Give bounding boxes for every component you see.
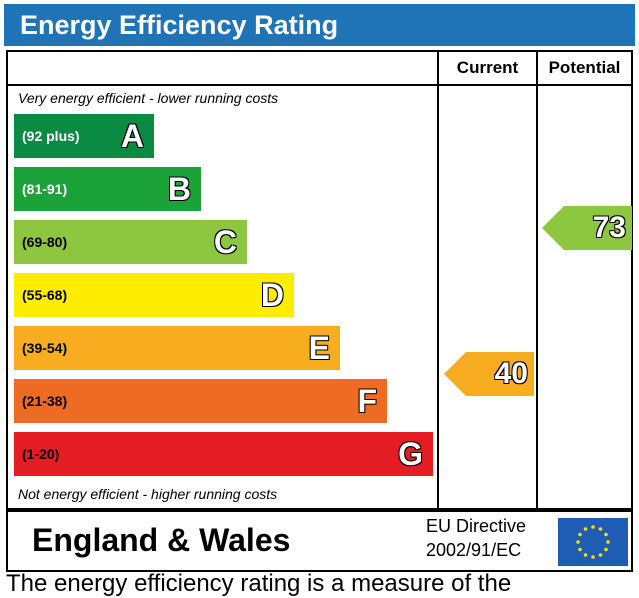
band-range-label: (92 plus)	[22, 128, 80, 144]
eu-star	[583, 553, 588, 557]
current-column-divider	[437, 52, 439, 510]
eu-star	[578, 532, 582, 537]
band-range-label: (39-54)	[22, 340, 68, 356]
band-range-label: (69-80)	[22, 234, 68, 250]
band-letter-label: B	[167, 171, 191, 207]
eu-star	[583, 527, 588, 531]
eu-star	[598, 553, 603, 557]
eu-flag-icon	[558, 518, 628, 566]
potential-rating-arrow: 73	[542, 206, 632, 250]
eu-star	[606, 540, 610, 544]
potential-column-header: Potential	[548, 58, 621, 77]
band-range-label: (81-91)	[22, 181, 68, 197]
eu-star	[604, 547, 608, 552]
top-caption: Very energy efficient - lower running co…	[18, 90, 279, 106]
band-letter-label: E	[308, 330, 330, 366]
eu-star	[591, 555, 595, 559]
eu-directive: EU Directive 2002/91/EC	[426, 514, 526, 562]
eu-directive-line1: EU Directive	[426, 516, 527, 536]
bottom-caption: Not energy efficient - higher running co…	[18, 486, 278, 502]
footnote: The energy efficiency rating is a measur…	[6, 570, 512, 597]
eu-directive-line2: 2002/91/EC	[426, 540, 522, 560]
band-a: (92 plus) A	[14, 114, 154, 158]
band-g: (1-20) G	[14, 432, 433, 476]
band-range-label: (1-20)	[22, 446, 60, 462]
potential-rating-arrow-shape	[542, 206, 632, 250]
band-e: (39-54) E	[14, 326, 340, 370]
eu-star	[576, 540, 580, 544]
footer: England & Wales EU Directive 2002/91/EC	[6, 512, 633, 572]
band-f: (21-38) F	[14, 379, 387, 423]
header-divider	[8, 84, 631, 86]
band-letter-label: D	[260, 277, 284, 313]
chart-title: Energy Efficiency Rating	[4, 4, 635, 46]
band-letter-label: F	[357, 383, 377, 419]
current-rating-arrow-shape	[444, 352, 534, 396]
current-rating-arrow-value: 40	[494, 357, 528, 390]
potential-rating-arrow-value: 73	[592, 211, 626, 244]
eu-star	[604, 532, 608, 537]
band-d: (55-68) D	[14, 273, 294, 317]
rating-table: Current Potential Very energy efficient …	[6, 50, 633, 512]
eu-star	[578, 547, 582, 552]
band-range-label: (55-68)	[22, 287, 68, 303]
band-range-label: (21-38)	[22, 393, 68, 409]
band-letter-label: C	[213, 224, 237, 260]
potential-column-divider	[536, 52, 538, 510]
band-c: (69-80) C	[14, 220, 247, 264]
current-column-header: Current	[456, 58, 519, 77]
band-b: (81-91) B	[14, 167, 201, 211]
current-rating-arrow: 40	[444, 352, 534, 396]
region-label: England & Wales	[32, 522, 291, 558]
eu-star	[598, 527, 603, 531]
band-letter-label: A	[120, 118, 144, 154]
eu-star	[591, 525, 595, 529]
band-letter-label: G	[398, 436, 423, 472]
footer-divider	[8, 508, 631, 510]
